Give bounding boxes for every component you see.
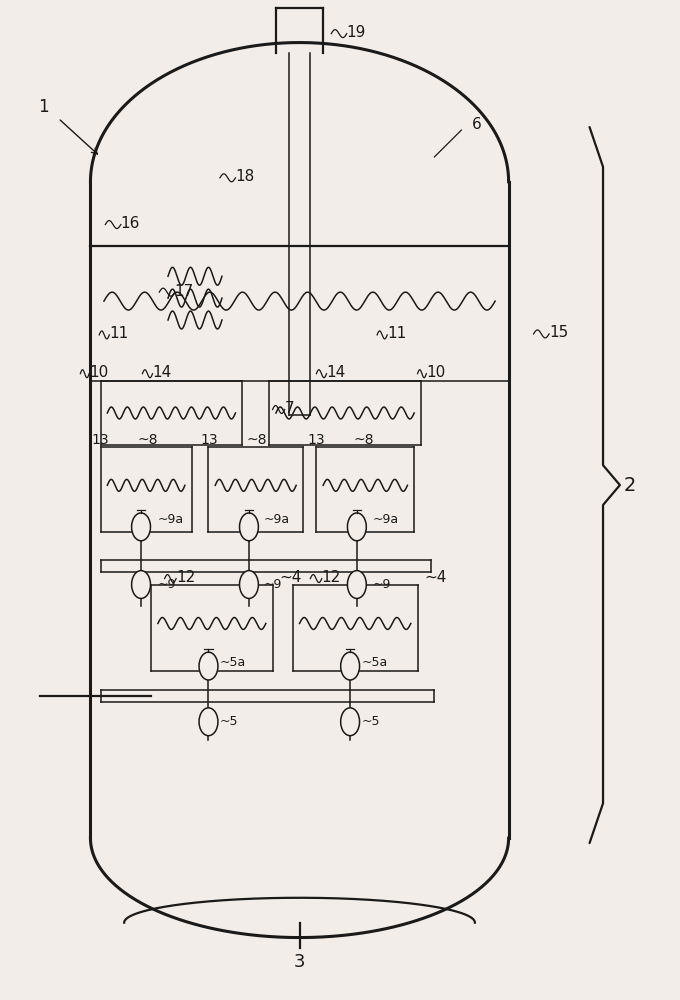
- Text: 15: 15: [549, 325, 568, 340]
- Text: ~8: ~8: [137, 433, 158, 447]
- Text: 18: 18: [235, 169, 255, 184]
- Circle shape: [199, 708, 218, 736]
- Text: 13: 13: [92, 433, 109, 447]
- Circle shape: [239, 571, 258, 598]
- Text: 11: 11: [109, 326, 129, 341]
- Text: ~5: ~5: [220, 715, 239, 728]
- Circle shape: [199, 652, 218, 680]
- Text: ~9: ~9: [158, 578, 176, 591]
- Text: 10: 10: [89, 365, 108, 380]
- Text: ~8: ~8: [354, 433, 374, 447]
- Text: 12: 12: [176, 570, 195, 585]
- Text: ~9: ~9: [373, 578, 392, 591]
- Text: ~5: ~5: [362, 715, 380, 728]
- Text: ~9a: ~9a: [264, 513, 290, 526]
- Circle shape: [239, 513, 258, 541]
- Text: 13: 13: [201, 433, 218, 447]
- Text: ~9: ~9: [264, 578, 282, 591]
- Text: 2: 2: [624, 476, 636, 495]
- Circle shape: [132, 513, 150, 541]
- Text: ~4: ~4: [279, 570, 302, 585]
- Text: 10: 10: [426, 365, 445, 380]
- Text: ~8: ~8: [247, 433, 267, 447]
- Text: ~5a: ~5a: [362, 656, 388, 669]
- Text: 17: 17: [175, 284, 194, 299]
- Text: 19: 19: [347, 25, 366, 40]
- Circle shape: [347, 571, 367, 598]
- Text: ~4: ~4: [424, 570, 447, 585]
- Text: 14: 14: [326, 365, 345, 380]
- Text: ~9a: ~9a: [158, 513, 184, 526]
- Circle shape: [341, 708, 360, 736]
- Text: 6: 6: [471, 117, 481, 132]
- Text: 14: 14: [152, 365, 172, 380]
- Text: ~9a: ~9a: [373, 513, 399, 526]
- Text: 1: 1: [38, 98, 48, 116]
- Circle shape: [341, 652, 360, 680]
- Text: 13: 13: [307, 433, 325, 447]
- Text: ~5a: ~5a: [220, 656, 246, 669]
- Text: 12: 12: [322, 570, 341, 585]
- Text: 11: 11: [387, 326, 407, 341]
- Text: 16: 16: [121, 216, 140, 231]
- Text: 3: 3: [294, 953, 305, 971]
- Circle shape: [347, 513, 367, 541]
- Circle shape: [132, 571, 150, 598]
- Text: 7: 7: [285, 401, 294, 416]
